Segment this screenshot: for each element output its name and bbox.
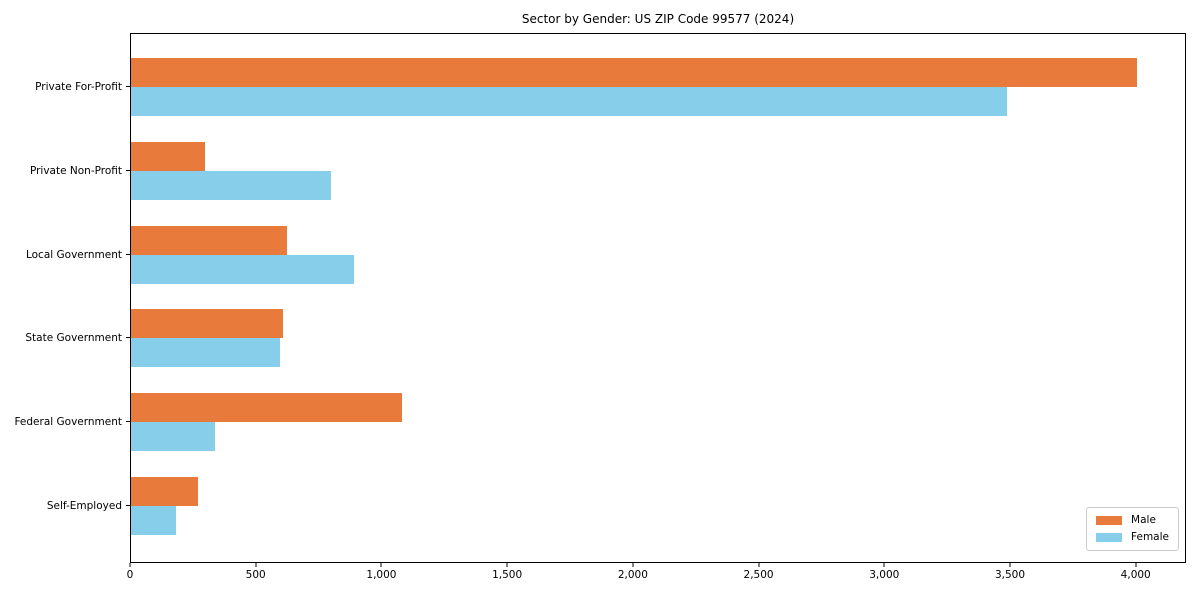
x-tick-label: 500 [245, 569, 266, 581]
bar-group: Private Non-Profit [30, 141, 1185, 200]
x-tick-label: 3,500 [994, 569, 1026, 581]
y-category-label: Federal Government [14, 416, 122, 429]
legend-swatch-male-icon [1096, 516, 1123, 525]
bar-male [131, 393, 403, 423]
y-tick-mark [126, 169, 131, 171]
y-tick-mark [126, 253, 131, 255]
x-tick-label: 2,500 [743, 569, 774, 581]
y-tick-mark [126, 337, 131, 339]
x-tick-mark [506, 563, 508, 567]
x-tick-mark [380, 563, 382, 567]
y-category-label: Private For-Profit [35, 81, 122, 93]
x-axis: 0 500 1,000 1,500 2,000 2,500 3,000 3,500 4,000 [126, 563, 1186, 589]
y-category-label: Self-Employed [46, 499, 122, 512]
x-tick-label: 3,000 [869, 569, 900, 581]
bar-female [131, 505, 177, 535]
y-category-label: State Government [25, 332, 122, 345]
bar-group: Private For-Profit [35, 58, 1185, 116]
chart-title: Sector by Gender: US ZIP Code 99577 (202… [521, 12, 795, 26]
x-tick-label: 0 [126, 569, 134, 581]
bar-female [131, 254, 355, 284]
y-category-label: Private Non-Profit [29, 164, 122, 177]
x-tick-mark [1009, 563, 1011, 567]
bar-male [131, 225, 287, 255]
x-tick-mark [758, 563, 760, 567]
bar-female [131, 87, 1007, 116]
y-tick-mark [126, 86, 131, 87]
bar-group: Self-Employed [47, 476, 1185, 535]
bar-male [131, 309, 283, 339]
x-tick-label: 1,500 [492, 569, 523, 581]
bar-male [131, 58, 1138, 87]
bars-layer: Private For-Profit Private Non-Profit Loca… [14, 34, 1185, 562]
x-tick-mark [1135, 563, 1137, 567]
x-tick-label: 4,000 [1120, 569, 1151, 581]
x-tick-mark [129, 563, 131, 567]
bar-group: State Government [25, 309, 1185, 368]
y-tick-mark [126, 504, 131, 506]
bar-female [131, 170, 331, 200]
legend-label-male: Male [1131, 514, 1156, 526]
y-category-label: Local Government [25, 248, 122, 261]
bar-group: Local Government [26, 225, 1185, 284]
x-tick-label: 2,000 [617, 569, 648, 581]
legend-swatch-female-icon [1096, 533, 1123, 542]
legend-item-female: Female [1096, 532, 1169, 543]
legend: Male Female [1086, 507, 1179, 551]
x-tick-mark [632, 563, 634, 567]
x-tick-label: 1,000 [366, 569, 397, 581]
bar-male [131, 141, 206, 171]
bar-female [131, 338, 281, 368]
legend-item-male: Male [1096, 515, 1169, 526]
bar-group: Federal Government [14, 393, 1185, 452]
legend-label-female: Female [1131, 531, 1169, 543]
plot-area: Private For-Profit Private Non-Profit Loca… [14, 33, 1186, 563]
x-tick-mark [883, 563, 885, 567]
x-tick-mark [255, 563, 257, 567]
y-tick-mark [126, 421, 131, 423]
bar-male [131, 476, 198, 506]
bar-female [131, 422, 216, 452]
